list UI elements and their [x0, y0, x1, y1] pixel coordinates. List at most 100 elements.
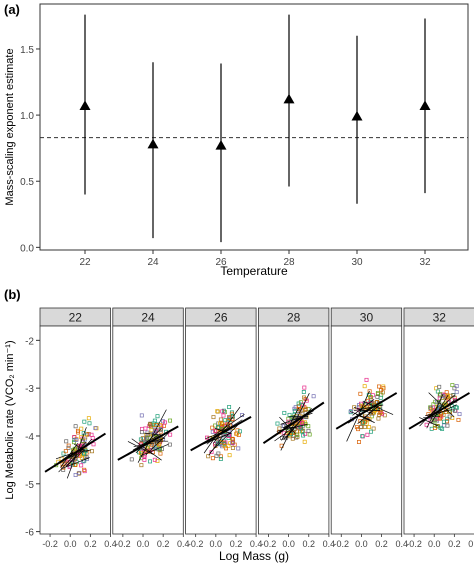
data-point [218, 454, 223, 459]
data-point [67, 460, 72, 465]
estimate-point [147, 138, 159, 149]
x-tick-label: 0.4 [177, 539, 190, 549]
panel-a: (a) 0.0 0.5 1.0 1.5 22 24 26 28 30 32 Temperatur… [4, 2, 469, 278]
data-point [377, 412, 382, 417]
facet-strip-label: 24 [141, 311, 155, 325]
x-tick-label: 0.4 [468, 539, 474, 549]
data-point [220, 421, 225, 426]
y-tick-label: -4 [25, 432, 34, 443]
data-point [433, 418, 438, 423]
x-tick-label: -0.2 [334, 539, 350, 549]
individual-fit-line [357, 405, 379, 425]
overall-fit-line [117, 425, 179, 461]
data-point [210, 456, 215, 461]
data-point [144, 435, 149, 440]
data-point [66, 443, 71, 448]
x-tick-label: 0.0 [210, 539, 223, 549]
estimate-point [79, 100, 91, 110]
individual-fit-line [423, 416, 440, 419]
data-point [162, 420, 167, 425]
data-point [74, 437, 79, 442]
data-point [376, 416, 381, 421]
data-point [307, 432, 312, 437]
panel-b-y-axis: -6 -5 -4 -3 -2 [25, 336, 40, 539]
x-tick-label: 0.4 [250, 539, 263, 549]
individual-fit-line [438, 394, 455, 411]
data-point [139, 463, 144, 468]
individual-fit-line [353, 404, 384, 412]
individual-fit-line [61, 457, 90, 469]
data-point [311, 394, 316, 399]
x-tick-label: -0.2 [261, 539, 277, 549]
data-point [221, 413, 226, 418]
data-point [90, 436, 95, 440]
data-point [158, 427, 163, 432]
data-point [287, 412, 292, 417]
x-tick-label: 0.2 [302, 539, 315, 549]
facet-26: 26 -0.2 0.0 0.2 0.4 [185, 307, 263, 549]
data-point [359, 424, 364, 429]
data-point [230, 436, 235, 441]
data-point [362, 384, 367, 389]
x-tick-label: 24 [147, 257, 159, 268]
data-point [61, 451, 66, 456]
individual-fit-line [60, 443, 78, 468]
facet-strip-label: 30 [360, 311, 374, 325]
individual-fit-line [432, 404, 457, 418]
data-point [303, 407, 308, 412]
overall-fit-line [408, 392, 470, 430]
data-point [428, 418, 433, 423]
individual-fit-line [65, 449, 85, 468]
data-point [215, 409, 220, 414]
data-point [371, 426, 376, 431]
data-point [221, 440, 226, 445]
x-tick-label: -0.2 [42, 539, 58, 549]
panel-a-plot-area [39, 3, 469, 251]
facet-30: 30 -0.2 0.0 0.2 0.4 [330, 307, 408, 549]
data-point [358, 391, 363, 396]
data-point [129, 457, 134, 462]
x-tick-label: 0.2 [84, 539, 97, 549]
data-point [65, 460, 70, 465]
data-point [379, 388, 384, 393]
data-point [211, 415, 216, 420]
data-point [306, 424, 311, 429]
data-point [375, 391, 380, 395]
panel-a-points [79, 14, 431, 243]
data-point [82, 451, 87, 456]
data-point [444, 390, 449, 395]
y-tick-label: 0.0 [20, 243, 34, 254]
data-point [362, 424, 367, 429]
data-point [159, 447, 164, 452]
panel-a-label: (a) [4, 2, 20, 17]
data-point [441, 419, 446, 424]
x-tick-label: 0.4 [323, 539, 336, 549]
individual-fit-line [144, 432, 164, 436]
data-point [87, 421, 92, 426]
facet-32: 32 -0.2 0.0 0.2 0.4 [403, 307, 474, 549]
facet-strip-label: 26 [214, 311, 228, 325]
panel-a-y-axis-title: Mass-scaling exponent estimate [4, 48, 16, 205]
data-point [369, 429, 373, 434]
data-point [79, 455, 84, 460]
individual-fit-line [137, 409, 167, 463]
data-point [367, 425, 371, 429]
x-tick-label: 0.0 [428, 539, 441, 549]
data-point [227, 453, 232, 458]
data-point [236, 446, 241, 451]
data-point [83, 435, 88, 440]
data-point [445, 423, 450, 428]
x-tick-label: 0.0 [282, 539, 295, 549]
x-tick-label: 26 [215, 257, 227, 268]
overall-fit-line [335, 392, 398, 430]
data-point [227, 405, 232, 409]
individual-fit-line [205, 433, 231, 443]
data-point [348, 409, 353, 414]
y-tick-label: -6 [25, 528, 34, 539]
data-point [152, 418, 157, 423]
x-tick-label: 28 [283, 257, 295, 268]
data-point [456, 417, 461, 422]
data-point [275, 421, 280, 426]
data-point [453, 408, 457, 413]
x-tick-label: -0.2 [406, 539, 422, 549]
